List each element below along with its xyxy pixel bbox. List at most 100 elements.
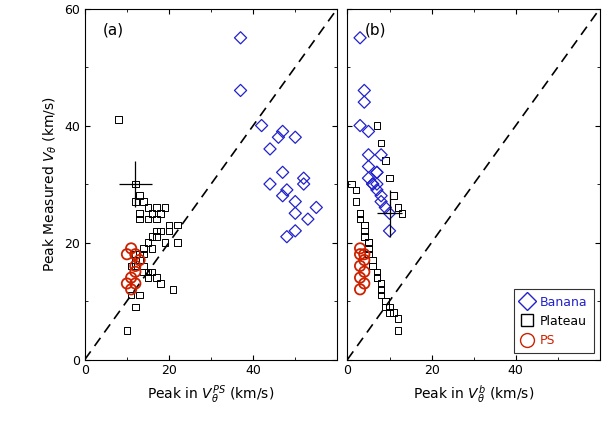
Point [135, 251, 144, 258]
Point [139, 268, 148, 275]
Point [347, 181, 356, 187]
Point [130, 280, 140, 287]
Point [368, 262, 378, 269]
Point [130, 303, 140, 310]
Point [126, 292, 136, 299]
Point [156, 227, 165, 234]
Point [135, 257, 144, 264]
Point [126, 286, 136, 293]
Point [282, 233, 291, 240]
Point [393, 327, 403, 334]
Point [364, 245, 373, 252]
Point [147, 233, 157, 240]
Point [385, 210, 395, 217]
Point [359, 87, 369, 94]
Point [265, 181, 275, 187]
Point [385, 303, 395, 310]
Point [359, 257, 369, 264]
Point [359, 268, 369, 275]
Legend: Banana, Plateau, PS: Banana, Plateau, PS [513, 289, 594, 353]
Point [389, 192, 399, 199]
Point [368, 181, 378, 187]
Point [376, 280, 386, 287]
Point [147, 210, 157, 217]
Point [381, 297, 390, 304]
Point [355, 245, 365, 252]
Point [135, 216, 144, 223]
Point [143, 268, 153, 275]
Point [143, 239, 153, 246]
Point [143, 204, 153, 211]
Point [139, 262, 148, 269]
Point [236, 34, 245, 41]
Point [364, 239, 373, 246]
Point [130, 251, 140, 258]
Point [168, 286, 178, 293]
Point [351, 198, 361, 205]
Point [126, 245, 136, 252]
Point [376, 286, 386, 293]
Point [351, 187, 361, 193]
Point [130, 262, 140, 269]
Point [364, 128, 373, 135]
Point [143, 274, 153, 281]
Point [372, 181, 382, 187]
Point [164, 227, 174, 234]
Point [135, 292, 144, 299]
Point [359, 222, 369, 229]
Point [372, 274, 382, 281]
Point [152, 274, 161, 281]
Point [173, 239, 182, 246]
Point [257, 122, 267, 129]
Point [381, 157, 390, 164]
Point [152, 233, 161, 240]
Point [364, 175, 373, 181]
Point [135, 257, 144, 264]
Point [372, 122, 382, 129]
Point [126, 274, 136, 281]
Point [143, 216, 153, 223]
X-axis label: Peak in $V_{\theta}^{PS}$ (km/s): Peak in $V_{\theta}^{PS}$ (km/s) [147, 383, 275, 406]
Point [299, 181, 308, 187]
Point [372, 169, 382, 176]
Point [372, 169, 382, 176]
Point [299, 175, 308, 181]
Point [139, 198, 148, 205]
Point [372, 268, 382, 275]
Point [236, 87, 245, 94]
Point [385, 309, 395, 316]
Point [156, 280, 165, 287]
Point [130, 268, 140, 275]
Point [355, 251, 365, 258]
Point [147, 268, 157, 275]
Point [355, 210, 365, 217]
Point [389, 309, 399, 316]
Point [355, 262, 365, 269]
Point [147, 245, 157, 252]
Point [290, 198, 300, 205]
Point [130, 181, 140, 187]
Point [130, 262, 140, 269]
Point [290, 210, 300, 217]
Point [376, 152, 386, 158]
Point [278, 128, 287, 135]
Point [152, 227, 161, 234]
Point [372, 274, 382, 281]
Point [152, 204, 161, 211]
Text: (b): (b) [365, 23, 387, 38]
Point [355, 34, 365, 41]
Point [381, 297, 390, 304]
Point [376, 192, 386, 199]
Point [393, 204, 403, 211]
Point [355, 122, 365, 129]
X-axis label: Peak in $V_{\theta}^{b}$ (km/s): Peak in $V_{\theta}^{b}$ (km/s) [413, 383, 534, 405]
Point [381, 204, 390, 211]
Point [368, 181, 378, 187]
Point [122, 327, 132, 334]
Point [135, 210, 144, 217]
Point [139, 245, 148, 252]
Point [364, 251, 373, 258]
Point [160, 204, 170, 211]
Point [372, 187, 382, 193]
Point [290, 134, 300, 141]
